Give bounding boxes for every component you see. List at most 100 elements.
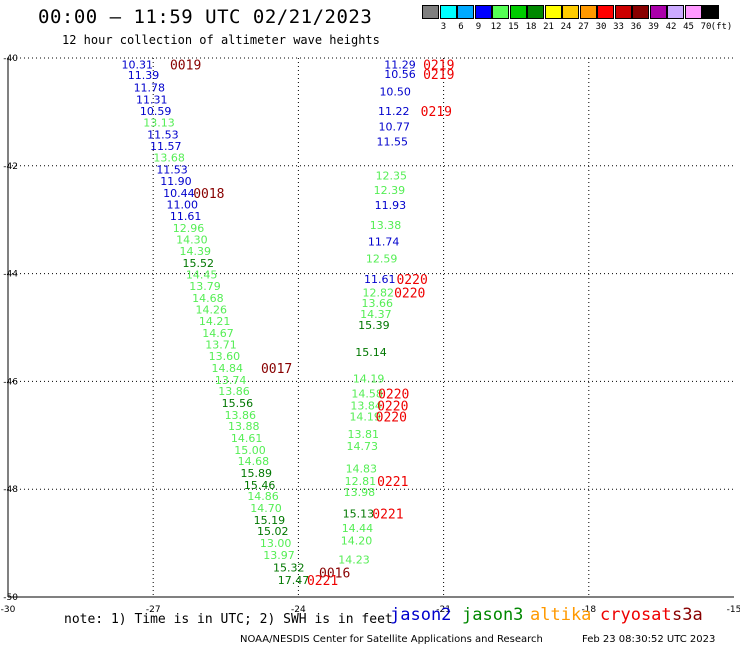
wave-height-label: 13.38 xyxy=(370,219,402,232)
pass-time-label: 0219 xyxy=(423,58,454,73)
wave-height-label: 13.60 xyxy=(209,350,241,363)
legend-bin-label: 70 xyxy=(700,22,712,32)
wave-height-label: 14.26 xyxy=(196,304,228,317)
wave-height-label: 13.86 xyxy=(225,409,257,422)
x-tick-label: -15 xyxy=(727,605,740,615)
wave-height-label: 15.19 xyxy=(254,514,286,527)
legend-swatch xyxy=(614,5,632,19)
wave-height-label: 14.21 xyxy=(199,315,231,328)
wave-height-label: 14.86 xyxy=(247,490,279,503)
legend-bin-label: 6 xyxy=(458,22,464,32)
page-title: 00:00 – 11:59 UTC 02/21/2023 xyxy=(38,6,373,28)
legend-swatch xyxy=(684,5,702,19)
wave-height-label: 17.47 xyxy=(278,574,310,587)
wave-height-label: 15.02 xyxy=(257,525,289,538)
legend-altika: altika xyxy=(530,605,592,625)
wave-height-label: 14.68 xyxy=(238,455,270,468)
wave-height-label: 13.68 xyxy=(153,152,185,165)
legend-jason3: jason3 xyxy=(462,605,524,625)
legend-swatch xyxy=(474,5,492,19)
wave-height-label: 10.50 xyxy=(379,85,411,98)
wave-height-label: 11.53 xyxy=(156,164,188,177)
legend-swatch xyxy=(649,5,667,19)
wave-height-label: 11.61 xyxy=(364,273,396,286)
wave-height-label: 13.79 xyxy=(189,280,221,293)
legend-swatch xyxy=(632,5,649,19)
wave-height-label: 10.77 xyxy=(378,120,410,133)
legend-swatch xyxy=(579,5,597,19)
wave-height-label: 14.73 xyxy=(347,440,379,453)
wave-height-label: 14.19 xyxy=(349,410,381,423)
wave-height-label: 13.13 xyxy=(143,117,175,130)
wave-height-label: 15.13 xyxy=(343,507,375,520)
legend-swatch xyxy=(422,5,439,19)
wave-height-label: 14.67 xyxy=(202,327,234,340)
legend-unit: (ft) xyxy=(710,22,733,32)
wave-height-label: 12.39 xyxy=(374,184,406,197)
wave-height-label: 10.44 xyxy=(163,187,195,200)
wave-height-label: 10.31 xyxy=(121,58,153,71)
pass-time-label: 0220 xyxy=(376,410,407,425)
wave-height-label: 13.98 xyxy=(344,486,376,499)
wave-height-label: 10.56 xyxy=(384,68,416,81)
legend-bin-label: 21 xyxy=(543,22,554,32)
x-tick-label: -21 xyxy=(436,605,451,615)
legend-swatch xyxy=(492,5,509,19)
legend-bin-label: 42 xyxy=(665,22,677,32)
y-tick-label: -46 xyxy=(3,377,18,387)
wave-height-label: 15.52 xyxy=(182,257,214,270)
wave-height-label: 14.23 xyxy=(338,553,370,566)
wave-height-label: 13.88 xyxy=(228,420,260,433)
legend-swatch xyxy=(527,5,544,19)
pass-time-label: 0221 xyxy=(372,507,403,522)
wave-height-label: 14.20 xyxy=(341,534,373,547)
generated-timestamp: Feb 23 08:30:52 UTC 2023 xyxy=(582,634,716,645)
wave-height-label: 13.00 xyxy=(260,537,292,550)
legend-bin-label: 30 xyxy=(595,22,607,32)
wave-height-label: 13.71 xyxy=(205,339,237,352)
wave-height-label: 14.68 xyxy=(192,292,224,305)
y-tick-label: -42 xyxy=(3,162,18,172)
x-tick-label: -24 xyxy=(291,605,306,615)
wave-height-label: 13.81 xyxy=(348,428,380,441)
y-tick-label: -50 xyxy=(3,593,18,603)
wave-height-label: 11.00 xyxy=(166,199,198,212)
legend-swatch xyxy=(509,5,527,19)
y-tick-label: -40 xyxy=(3,54,18,64)
legend-swatch xyxy=(544,5,562,19)
legend-bin-label: 15 xyxy=(508,22,519,32)
wave-height-label: 13.74 xyxy=(215,374,247,387)
legend-swatch xyxy=(667,5,684,19)
wave-height-label: 12.82 xyxy=(363,286,395,299)
legend-bin-label: 36 xyxy=(630,22,642,32)
pass-time-label: 0018 xyxy=(193,187,224,202)
pass-time-label: 0220 xyxy=(394,286,425,301)
legend-bin-label: 12 xyxy=(490,22,502,32)
wave-height-label: 14.70 xyxy=(250,502,282,515)
wave-height-label: 11.29 xyxy=(384,58,416,71)
pass-time-label: 0220 xyxy=(377,400,408,415)
pass-time-label: 0221 xyxy=(307,574,338,589)
legend-swatch xyxy=(439,5,457,19)
wave-height-label: 12.35 xyxy=(376,170,408,183)
legend-swatch xyxy=(457,5,474,19)
y-tick-label: -44 xyxy=(3,270,18,280)
wave-height-label: 11.39 xyxy=(128,69,160,82)
x-tick-label: -30 xyxy=(1,605,16,615)
wave-height-label: 13.86 xyxy=(218,385,250,398)
wave-height-label: 14.58 xyxy=(351,387,383,400)
wave-height-label: 14.44 xyxy=(342,522,374,535)
wave-height-label: 15.56 xyxy=(222,397,254,410)
wave-height-label: 11.31 xyxy=(136,94,168,107)
x-tick-label: -18 xyxy=(581,605,596,615)
pass-time-label: 0220 xyxy=(378,387,409,402)
wave-height-label: 11.22 xyxy=(378,105,410,118)
legend-bin-label: 18 xyxy=(525,22,537,32)
legend-bin-label: 39 xyxy=(648,22,659,32)
wave-height-label: 15.89 xyxy=(241,467,273,480)
wave-height-label: 10.59 xyxy=(140,105,172,118)
wave-height-label: 15.14 xyxy=(355,346,387,359)
wave-height-label: 15.32 xyxy=(273,561,305,574)
pass-time-label: 0017 xyxy=(261,362,292,377)
